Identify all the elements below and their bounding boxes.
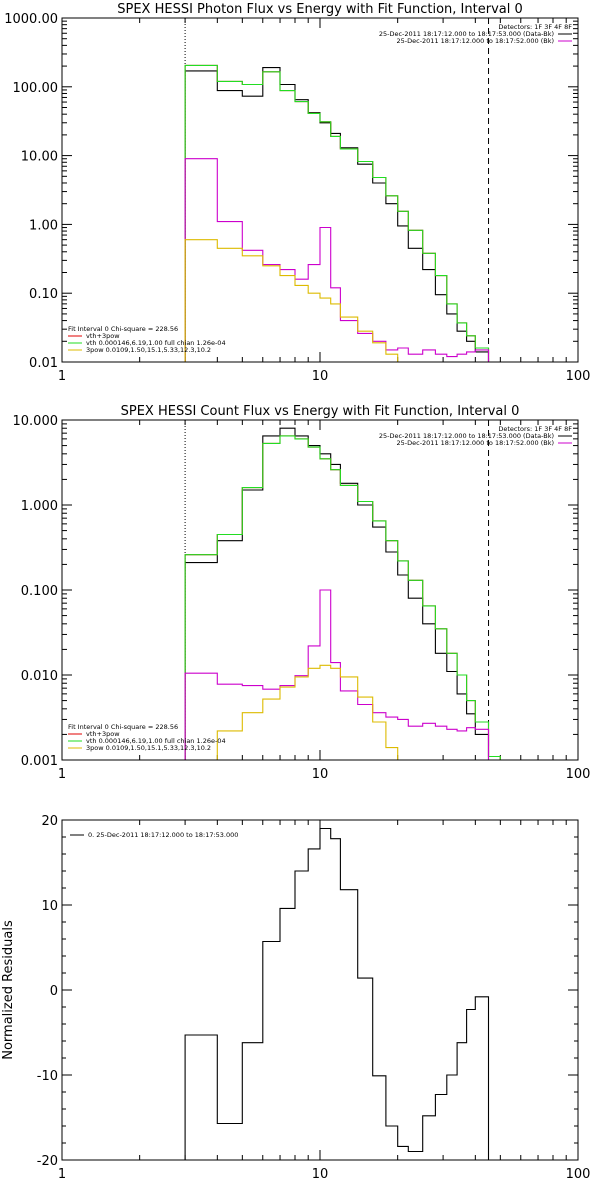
y-tick-label: 10 bbox=[41, 899, 58, 914]
x-tick-label: 10 bbox=[312, 369, 329, 384]
y-tick-label: 10.00 bbox=[21, 150, 58, 165]
x-tick-label: 10 bbox=[312, 1167, 329, 1182]
y-tick-label: 1.000 bbox=[21, 499, 58, 514]
legend-text: 0. 25-Dec-2011 18:17:12.000 to 18:17:53.… bbox=[88, 831, 238, 839]
series-bk bbox=[184, 589, 490, 760]
count-flux-chart: SPEX HESSI Count Flux vs Energy with Fit… bbox=[13, 404, 591, 782]
y-tick-label: 20 bbox=[41, 814, 58, 829]
y-tick-label: 1.00 bbox=[29, 218, 58, 233]
y-axis-label: Normalized Residuals bbox=[1, 920, 16, 1060]
series-data-bk bbox=[184, 67, 490, 362]
legend-text: Detectors: 1F 3F 4F 8F bbox=[498, 425, 572, 433]
plot-area bbox=[184, 427, 501, 760]
plot-frame bbox=[61, 819, 579, 1161]
series-3pow bbox=[216, 664, 399, 760]
legend-text: 3pow 0.0109,1.50,15.1,5.33,12.3,10.2 bbox=[86, 346, 211, 354]
plot-frame bbox=[61, 419, 579, 761]
series-vth-3pow bbox=[184, 435, 501, 760]
legend-text: Fit Interval 0 Chi-square = 228.56 bbox=[68, 325, 178, 333]
series-vth bbox=[184, 64, 490, 362]
y-tick-label: -10 bbox=[37, 1069, 58, 1084]
series-vth bbox=[184, 435, 501, 760]
legend-text: 25-Dec-2011 18:17:12.000 to 18:17:53.000… bbox=[379, 30, 554, 38]
series-vth-3pow bbox=[184, 64, 490, 362]
y-tick-label: 100.00 bbox=[13, 81, 59, 96]
x-tick-label: 100 bbox=[566, 369, 591, 384]
legend-text: vth+3pow bbox=[86, 332, 120, 340]
series-bk bbox=[184, 158, 490, 362]
x-tick-label: 10 bbox=[312, 767, 329, 782]
y-tick-label: 0 bbox=[50, 984, 58, 999]
residuals-chart: Normalized Residuals 1 10 100 -20 -10 0 10 20 0. … bbox=[1, 814, 591, 1182]
legend-text: 25-Dec-2011 18:17:12.000 to 18:17:52.000… bbox=[397, 439, 555, 447]
y-tick-label: 10.000 bbox=[13, 414, 59, 429]
y-tick-label: 0.100 bbox=[21, 584, 58, 599]
plot-area bbox=[184, 64, 490, 362]
y-tick-label: -20 bbox=[37, 1154, 58, 1169]
y-tick-label: 0.010 bbox=[21, 669, 58, 684]
x-tick-label: 100 bbox=[566, 1167, 591, 1182]
x-tick-label: 100 bbox=[566, 767, 591, 782]
chart-title: SPEX HESSI Photon Flux vs Energy with Fi… bbox=[117, 2, 523, 17]
legend-text: 3pow 0.0109,1.50,15.1,5.33,12.3,10.2 bbox=[86, 744, 211, 752]
legend-text: vth 0.000146,6.19,1.00 full chian 1.26e-… bbox=[86, 737, 226, 745]
x-tick-label: 1 bbox=[58, 369, 66, 384]
plot-area bbox=[184, 827, 490, 1160]
y-tick-label: 0.10 bbox=[29, 287, 58, 302]
photon-flux-chart: SPEX HESSI Photon Flux vs Energy with Fi… bbox=[4, 2, 591, 384]
legend-text: 25-Dec-2011 18:17:12.000 to 18:17:52.000… bbox=[397, 37, 555, 45]
legend-text: Fit Interval 0 Chi-square = 228.56 bbox=[68, 723, 178, 731]
y-tick-label: 0.01 bbox=[29, 356, 58, 371]
x-tick-label: 1 bbox=[58, 767, 66, 782]
series-3pow bbox=[184, 239, 399, 362]
series-residuals bbox=[184, 827, 490, 1160]
series-data-bk bbox=[184, 427, 490, 760]
legend-text: Detectors: 1F 3F 4F 8F bbox=[498, 23, 572, 31]
plot-frame bbox=[61, 17, 579, 363]
legend-text: vth+3pow bbox=[86, 730, 120, 738]
y-tick-label: 0.001 bbox=[21, 754, 58, 769]
x-tick-label: 1 bbox=[58, 1167, 66, 1182]
legend-text: 25-Dec-2011 18:17:12.000 to 18:17:53.000… bbox=[379, 432, 554, 440]
legend-text: vth 0.000146,6.19,1.00 full chian 1.26e-… bbox=[86, 339, 226, 347]
y-tick-label: 1000.00 bbox=[4, 12, 58, 27]
chart-title: SPEX HESSI Count Flux vs Energy with Fit… bbox=[121, 404, 520, 419]
